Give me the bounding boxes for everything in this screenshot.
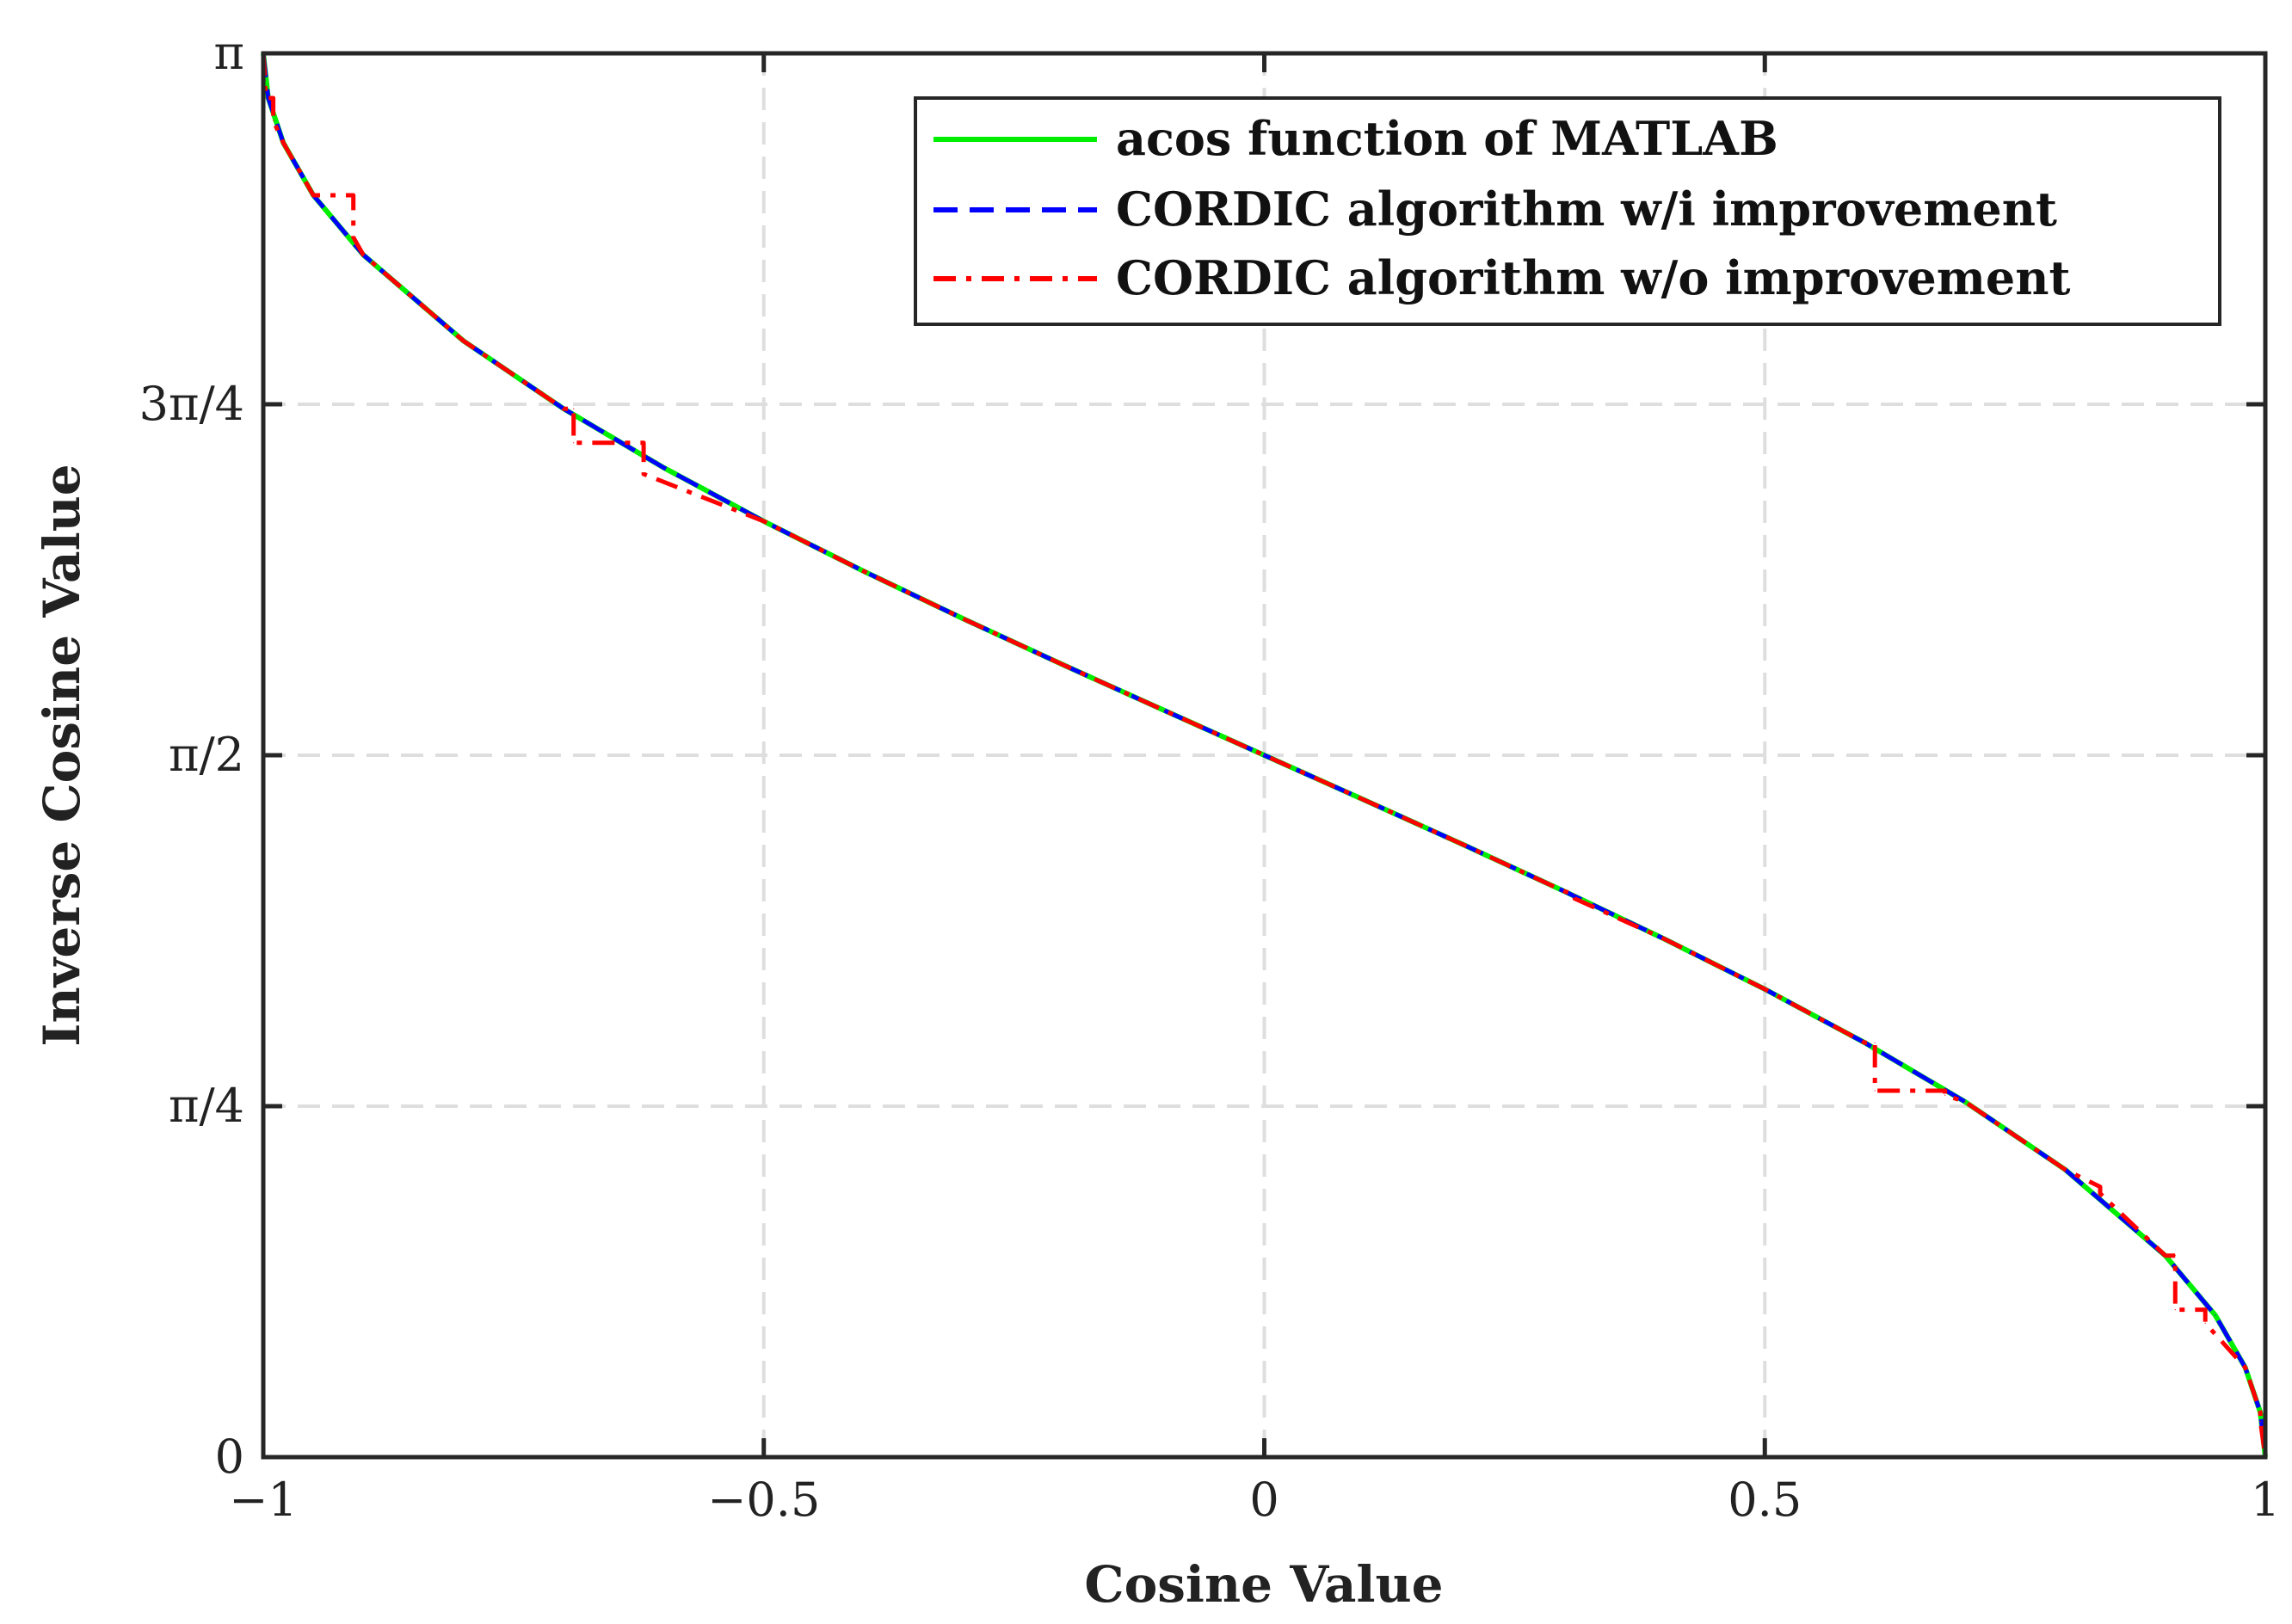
- data-point: [1944, 1090, 1946, 1092]
- legend-label-matlab: acos function of MATLAB: [1116, 111, 1778, 166]
- data-point: [2204, 1322, 2206, 1324]
- data-point: [282, 142, 284, 144]
- data-point: [1463, 845, 1465, 846]
- x-tick-label: 1: [2251, 1473, 2280, 1527]
- data-point: [2099, 1192, 2101, 1195]
- y-tick-label: 3π/4: [139, 377, 244, 431]
- y-axis-title: Inverse Cosine Value: [33, 464, 91, 1046]
- x-tick-label: −1: [229, 1473, 298, 1527]
- data-point: [2099, 1186, 2101, 1188]
- x-tick-label: −0.5: [707, 1473, 820, 1527]
- legend: acos function of MATLAB CORDIC algorithm…: [914, 96, 2221, 326]
- data-point: [2174, 1309, 2176, 1311]
- data-point: [573, 442, 575, 444]
- data-point: [2064, 1169, 2066, 1171]
- x-axis-title: Cosine Value: [1084, 1555, 1443, 1614]
- data-point: [1964, 1101, 1966, 1103]
- y-tick-label: 0: [215, 1430, 244, 1484]
- data-point: [863, 570, 865, 572]
- legend-box: [914, 96, 2221, 326]
- y-tick-label: π: [214, 26, 245, 80]
- legend-label-cordic-improved: CORDIC algorithm w/i improvement: [1116, 181, 2057, 237]
- data-point: [1063, 664, 1065, 667]
- data-point: [2165, 1255, 2166, 1257]
- data-point: [2204, 1309, 2206, 1311]
- data-point: [273, 120, 274, 121]
- data-point: [1263, 754, 1266, 756]
- tick-labels: −1 −0.5 0 0.5 1 0 π/4 π/2 3π/4 π: [139, 26, 2281, 1527]
- y-tick-label: π/4: [169, 1079, 244, 1133]
- data-point: [2174, 1255, 2176, 1257]
- x-tick-label: 0.5: [1728, 1473, 1802, 1527]
- data-point: [1574, 893, 1575, 895]
- data-point: [2259, 1420, 2261, 1422]
- data-point: [1944, 1094, 1946, 1096]
- data-point: [312, 194, 314, 196]
- data-point: [1574, 898, 1575, 900]
- legend-label-cordic-unimproved: CORDIC algorithm w/o improvement: [1116, 250, 2071, 305]
- x-tick-label: 0: [1249, 1473, 1278, 1527]
- data-point: [1664, 938, 1666, 940]
- data-point: [2245, 1367, 2246, 1369]
- data-point: [1364, 799, 1365, 801]
- data-point: [662, 467, 665, 469]
- data-point: [353, 194, 354, 196]
- ticks: [261, 51, 2268, 1460]
- y-tick-label: π/2: [169, 728, 244, 782]
- data-point: [1874, 1090, 1876, 1092]
- series-layer: [261, 52, 2268, 1458]
- data-point: [763, 520, 765, 522]
- data-point: [1563, 890, 1566, 892]
- data-point: [273, 97, 274, 99]
